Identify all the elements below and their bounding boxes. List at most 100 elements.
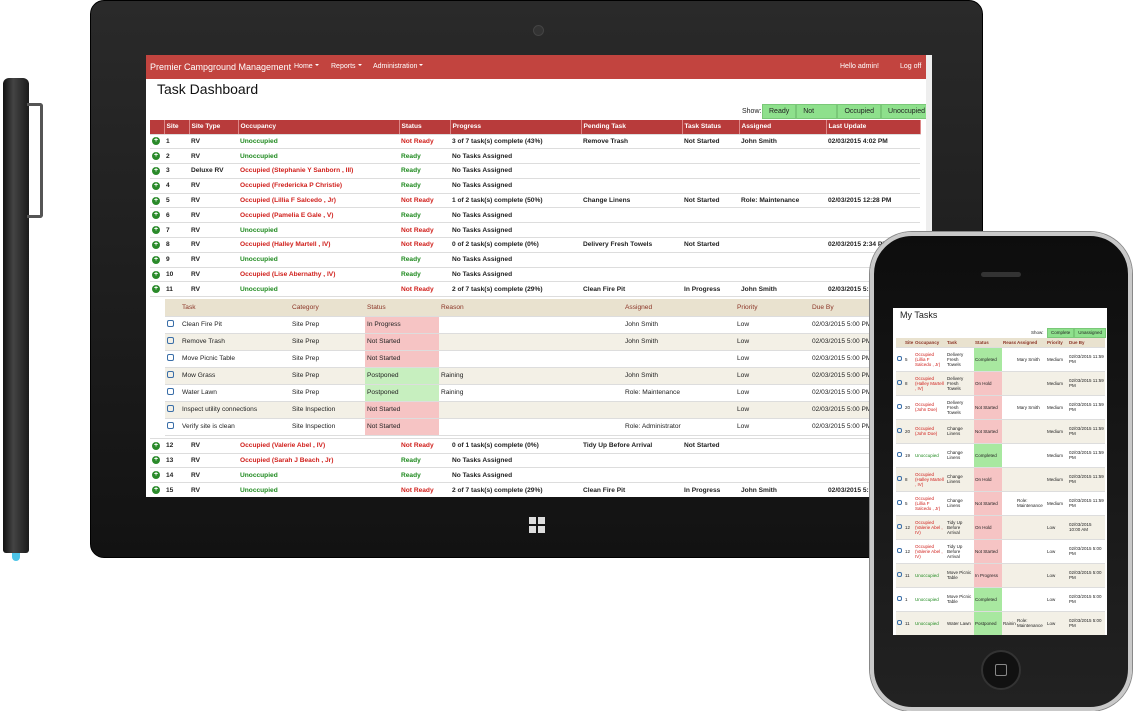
header-cell: Category <box>290 299 365 317</box>
site-row: +8 RV Occupied (Halley Martell , IV) Not Re… <box>150 237 920 253</box>
site-row: +2 RV Unoccupied Ready No Tasks Assigned <box>150 148 920 165</box>
cell: Low <box>735 384 810 402</box>
cell: Tidy Up Before Arrival <box>581 438 682 454</box>
cell <box>1016 539 1046 564</box>
cell: Unoccupied <box>238 467 399 484</box>
edit-button[interactable] <box>167 371 174 379</box>
expand-button[interactable]: + <box>152 456 160 465</box>
cell: Remove Trash <box>180 333 290 351</box>
site-row: +1 RV Unoccupied Not Ready 3 of 7 task(s) co… <box>150 134 920 150</box>
edit-button[interactable] <box>897 548 902 553</box>
expand-button[interactable]: + <box>152 285 160 294</box>
detail-row: Task Category Status Reason Assigned Priority… <box>150 296 920 439</box>
cell: 0 of 2 task(s) complete (0%) <box>450 237 581 253</box>
cell: RV <box>189 252 238 268</box>
header-cell: Task Status <box>682 120 740 135</box>
site-row: +15 RV Unoccupied Not Ready 2 of 7 task(s) c… <box>150 482 920 497</box>
cell: 11 <box>164 281 189 298</box>
cell: Delivery Fresh Towels <box>946 395 974 420</box>
edit-button[interactable] <box>167 422 174 430</box>
cell: On Hold <box>974 467 1002 492</box>
cell: RV <box>189 178 238 194</box>
expand-button[interactable]: + <box>152 211 160 220</box>
edit-button[interactable] <box>897 356 902 361</box>
cell: 11 <box>904 563 914 588</box>
filter-button[interactable]: Not Ready <box>796 104 838 128</box>
windows-button[interactable] <box>529 517 545 533</box>
edit-button[interactable] <box>897 572 902 577</box>
logout[interactable]: Log off <box>900 63 922 70</box>
task-row: Inspect utility connections Site Inspecti… <box>165 401 870 419</box>
expand-button[interactable]: + <box>152 152 160 161</box>
header-cell <box>896 338 904 348</box>
expand-button[interactable]: + <box>152 181 160 190</box>
expand-button[interactable]: + <box>152 270 160 279</box>
header-row: Site Site Type Occupancy Status Progress Pend… <box>150 120 921 135</box>
site-row: +9 RV Unoccupied Ready No Tasks Assigned <box>150 252 920 268</box>
expand-button[interactable]: + <box>152 255 160 264</box>
edit-button[interactable] <box>897 524 902 529</box>
cell: Tidy Up Before Arrival <box>946 515 974 540</box>
expand-button[interactable]: + <box>152 471 160 480</box>
cell: On Hold <box>974 371 1002 396</box>
expand-button[interactable]: + <box>152 137 160 146</box>
filter-button[interactable]: Ready <box>762 104 797 119</box>
cell <box>581 148 682 165</box>
cell: John Smith <box>739 482 826 497</box>
filter-button[interactable]: Complete <box>1047 328 1075 338</box>
cell: Occupied (John Doe) <box>914 395 946 420</box>
expand-button[interactable]: + <box>152 226 160 235</box>
cell: Completed <box>974 347 1002 372</box>
user-greeting[interactable]: Hello admin! <box>840 63 879 70</box>
header-row: Task Category Status Reason Assigned Priority… <box>165 299 870 317</box>
edit-button[interactable] <box>897 500 902 505</box>
expand-button[interactable]: + <box>152 486 160 495</box>
cell: 12 <box>904 515 914 540</box>
cell: Not Started <box>365 350 439 368</box>
cell <box>1016 443 1046 468</box>
edit-button[interactable] <box>897 452 902 457</box>
cell: Raining <box>439 367 623 385</box>
home-button[interactable] <box>981 650 1021 690</box>
edit-cell <box>165 367 180 385</box>
edit-button[interactable] <box>897 476 902 481</box>
cell <box>682 467 739 484</box>
edit-button[interactable] <box>897 620 902 625</box>
brand[interactable]: Premier Campground Management <box>150 62 292 72</box>
phone-screen: My Tasks Show: Complete Unassigned Site Oc… <box>893 308 1107 635</box>
edit-button[interactable] <box>897 596 902 601</box>
cell: Raining <box>439 384 623 402</box>
edit-cell <box>896 419 904 444</box>
cell <box>826 207 920 224</box>
edit-button[interactable] <box>167 354 174 362</box>
edit-button[interactable] <box>167 337 174 345</box>
cell: Ready <box>399 178 450 194</box>
expand-button[interactable]: + <box>152 441 160 450</box>
cell <box>1002 563 1016 588</box>
edit-button[interactable] <box>897 428 902 433</box>
expand-button[interactable]: + <box>152 240 160 249</box>
cell <box>623 401 735 419</box>
cell: Not Started <box>974 539 1002 564</box>
expand-button[interactable]: + <box>152 196 160 205</box>
filter-button[interactable]: Occupied <box>837 104 882 119</box>
cell: Occupied (Lillia F Salcedo , Jr) <box>914 347 946 372</box>
edit-button[interactable] <box>167 388 174 396</box>
edit-button[interactable] <box>897 404 902 409</box>
nav-item[interactable]: Administration <box>373 63 423 70</box>
filter-button[interactable]: Unoccupied <box>881 104 932 119</box>
nav-item[interactable]: Reports <box>331 63 362 70</box>
cell: Change Linens <box>581 193 682 209</box>
cell <box>682 222 739 239</box>
expand-cell: + <box>150 237 164 253</box>
edit-button[interactable] <box>167 320 174 328</box>
edit-button[interactable] <box>167 405 174 413</box>
expand-button[interactable]: + <box>152 166 160 175</box>
cell <box>1002 347 1016 372</box>
cell <box>1002 467 1016 492</box>
filter-button[interactable]: Unassigned <box>1074 328 1107 338</box>
edit-button[interactable] <box>897 380 902 385</box>
cell <box>682 163 739 179</box>
nav-item[interactable]: Home <box>294 63 319 70</box>
cell: Not Started <box>974 395 1002 420</box>
